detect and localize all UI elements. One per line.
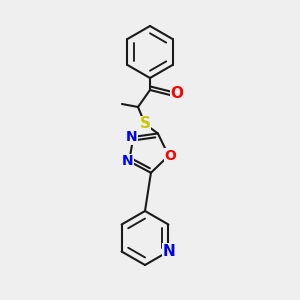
- Text: N: N: [126, 130, 137, 144]
- Text: N: N: [163, 244, 176, 259]
- Text: O: O: [165, 148, 177, 163]
- Text: O: O: [170, 86, 184, 101]
- Text: S: S: [140, 116, 151, 131]
- Text: N: N: [121, 154, 133, 168]
